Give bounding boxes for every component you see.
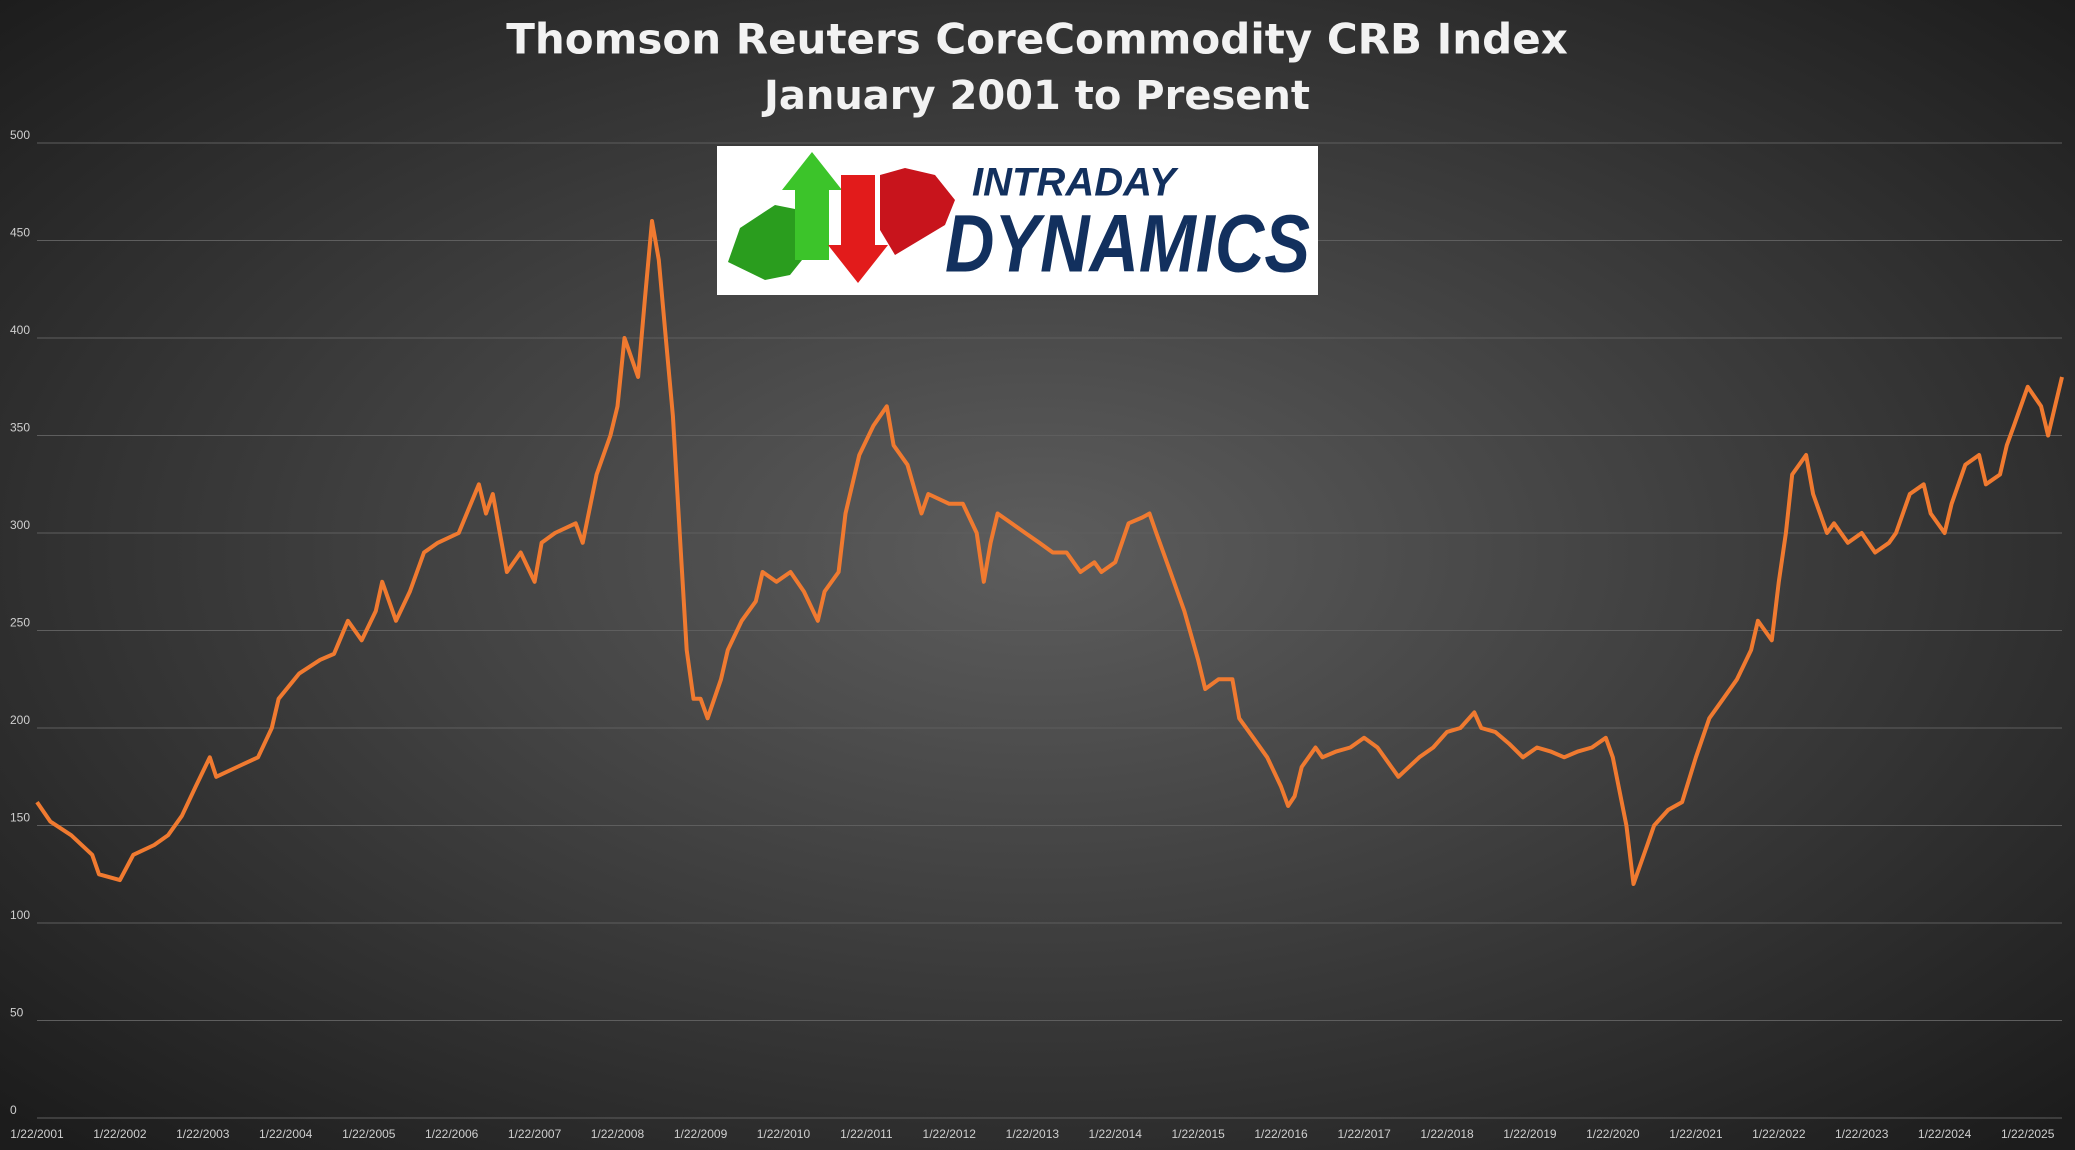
x-tick-label: 1/22/2017 xyxy=(1337,1127,1391,1141)
y-tick-label: 150 xyxy=(10,811,30,825)
x-tick-label: 1/22/2009 xyxy=(674,1127,728,1141)
x-tick-label: 1/22/2010 xyxy=(757,1127,811,1141)
x-tick-label: 1/22/2024 xyxy=(1918,1127,1972,1141)
x-tick-label: 1/22/2011 xyxy=(840,1127,893,1141)
x-tick-label: 1/22/2020 xyxy=(1586,1127,1640,1141)
x-tick-label: 1/22/2013 xyxy=(1006,1127,1060,1141)
y-tick-label: 50 xyxy=(10,1006,24,1020)
x-tick-label: 1/22/2023 xyxy=(1835,1127,1889,1141)
y-tick-label: 200 xyxy=(10,713,30,727)
x-tick-label: 1/22/2002 xyxy=(93,1127,147,1141)
chart-subtitle: January 2001 to Present xyxy=(761,73,1310,119)
x-tick-label: 1/22/2025 xyxy=(2001,1127,2055,1141)
x-tick-label: 1/22/2018 xyxy=(1420,1127,1474,1141)
x-tick-label: 1/22/2012 xyxy=(923,1127,977,1141)
x-tick-label: 1/22/2006 xyxy=(425,1127,479,1141)
logo-text: DYNAMICS xyxy=(945,199,1310,290)
logo-text: INTRADAY xyxy=(972,161,1179,205)
x-tick-label: 1/22/2022 xyxy=(1752,1127,1806,1141)
logo: INTRADAY DYNAMICS xyxy=(717,146,1318,295)
down-arrow xyxy=(828,175,888,283)
chart-title: Thomson Reuters CoreCommodity CRB Index xyxy=(506,15,1568,64)
x-tick-label: 1/22/2019 xyxy=(1503,1127,1557,1141)
y-tick-label: 250 xyxy=(10,616,30,630)
x-tick-label: 1/22/2005 xyxy=(342,1127,396,1141)
price-line xyxy=(35,219,2064,886)
bull-icon xyxy=(728,205,810,280)
y-tick-label: 0 xyxy=(10,1103,17,1117)
x-tick-label: 1/22/2001 xyxy=(10,1127,64,1141)
x-tick-label: 1/22/2015 xyxy=(1171,1127,1225,1141)
x-tick-label: 1/22/2008 xyxy=(591,1127,645,1141)
y-tick-label: 400 xyxy=(10,323,30,337)
y-tick-label: 450 xyxy=(10,226,30,240)
x-tick-label: 1/22/2007 xyxy=(508,1127,562,1141)
x-tick-label: 1/22/2014 xyxy=(1089,1127,1143,1141)
y-tick-label: 350 xyxy=(10,421,30,435)
x-tick-label: 1/22/2004 xyxy=(259,1127,313,1141)
x-tick-label: 1/22/2003 xyxy=(176,1127,230,1141)
x-tick-label: 1/22/2016 xyxy=(1254,1127,1308,1141)
up-arrow xyxy=(782,152,842,260)
y-tick-label: 500 xyxy=(10,128,30,142)
y-tick-label: 100 xyxy=(10,908,30,922)
y-tick-label: 300 xyxy=(10,518,30,532)
x-tick-label: 1/22/2021 xyxy=(1669,1127,1723,1141)
bear-icon xyxy=(880,168,955,255)
